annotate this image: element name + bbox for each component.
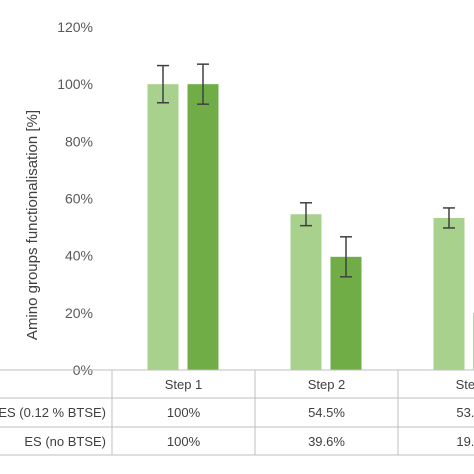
bar — [290, 214, 322, 370]
y-tick-label: 100% — [57, 76, 93, 92]
bar — [187, 84, 219, 371]
series-label: ES (no BTSE) — [24, 434, 106, 449]
category-label: Step 1 — [165, 377, 203, 392]
y-tick-label: 80% — [65, 133, 93, 149]
y-axis-label: Amino groups functionalisation [%] — [24, 110, 41, 340]
data-table: Step 1 Step 2 Step ES (0.12 % BTSE) 100% 54.5… — [0, 369, 474, 456]
bar — [147, 84, 179, 371]
category-label: Step 2 — [308, 377, 346, 392]
y-tick-label: 60% — [65, 191, 93, 207]
y-axis: 0%20%40%60%80%100%120% — [57, 19, 93, 378]
series-label: ES (0.12 % BTSE) — [0, 405, 106, 420]
table-value: 100% — [167, 405, 201, 420]
table-value: 19.9 — [456, 434, 474, 449]
table-value: 53.2 — [456, 405, 474, 420]
bars — [147, 84, 474, 371]
y-tick-label: 120% — [57, 19, 93, 35]
y-tick-label: 40% — [65, 248, 93, 264]
bar — [433, 217, 465, 370]
table-value: 100% — [167, 434, 201, 449]
table-value: 54.5% — [308, 405, 345, 420]
y-tick-label: 20% — [65, 305, 93, 321]
table-value: 39.6% — [308, 434, 345, 449]
error-bars — [157, 63, 455, 278]
category-label: Step — [456, 377, 474, 392]
